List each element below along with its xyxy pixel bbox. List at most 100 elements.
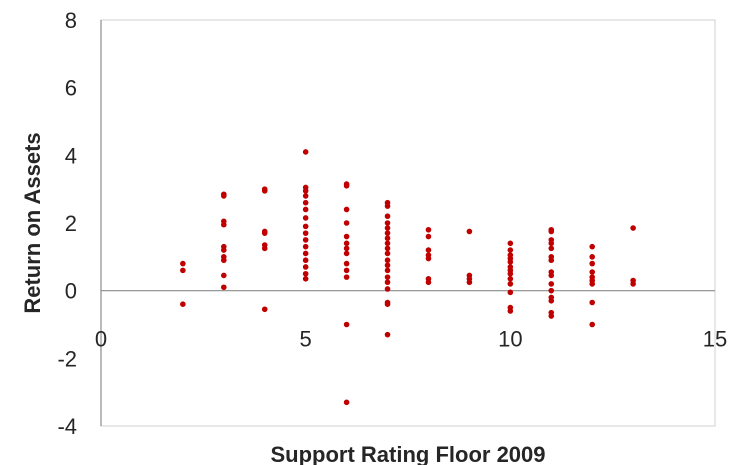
data-point <box>302 188 309 194</box>
data-point <box>261 245 268 252</box>
data-point <box>302 257 309 264</box>
data-point <box>343 245 350 252</box>
data-point <box>466 228 473 235</box>
data-point <box>548 240 555 247</box>
data-point <box>343 260 350 267</box>
data-point <box>548 287 555 294</box>
data-point <box>384 274 391 280</box>
data-point <box>302 206 309 213</box>
data-point <box>384 279 391 286</box>
data-point <box>302 215 309 221</box>
data-point <box>343 220 350 226</box>
data-point <box>548 245 555 252</box>
y-tick-label: 0 <box>65 279 77 304</box>
data-point <box>548 313 555 319</box>
data-point <box>302 193 309 199</box>
data-point <box>180 260 186 267</box>
data-point <box>507 281 514 287</box>
data-point <box>261 230 268 236</box>
data-point <box>221 257 227 264</box>
data-point <box>302 250 309 257</box>
data-point <box>589 260 595 267</box>
data-point <box>343 206 350 213</box>
data-point <box>507 259 514 265</box>
data-point <box>384 203 391 209</box>
data-point <box>384 331 391 338</box>
data-point <box>261 306 268 313</box>
y-tick-label: 4 <box>65 143 77 168</box>
x-tick-label: 0 <box>95 327 107 352</box>
data-point <box>302 230 309 236</box>
data-point <box>548 257 555 264</box>
y-tick-label: 2 <box>65 211 77 236</box>
data-point <box>384 286 391 292</box>
data-point <box>384 257 391 264</box>
x-axis-title: Support Rating Floor 2009 <box>270 442 545 465</box>
data-point <box>425 233 432 240</box>
data-point <box>589 321 595 328</box>
data-point <box>221 193 227 199</box>
data-point <box>384 250 391 257</box>
data-point <box>507 270 514 277</box>
data-point <box>507 276 514 282</box>
data-point <box>589 243 595 250</box>
data-point <box>425 279 432 286</box>
data-point <box>221 247 227 253</box>
data-point <box>384 240 391 247</box>
data-point <box>384 213 391 220</box>
data-point <box>507 308 514 314</box>
data-point <box>180 267 186 274</box>
data-point <box>384 301 391 308</box>
data-point <box>261 188 268 194</box>
data-point <box>548 228 555 235</box>
x-tick-label: 5 <box>300 327 312 352</box>
data-point <box>302 223 309 230</box>
data-point <box>302 199 309 206</box>
data-point <box>343 233 350 240</box>
data-point <box>343 182 350 189</box>
data-point <box>466 279 473 286</box>
data-point <box>384 235 391 242</box>
data-point <box>384 245 391 252</box>
data-point <box>180 301 186 308</box>
data-point <box>343 399 350 406</box>
y-axis-title: Return on Assets <box>20 132 45 313</box>
y-tick-label: 8 <box>65 8 77 33</box>
data-point <box>548 298 555 304</box>
data-point <box>343 267 350 274</box>
data-point <box>589 281 595 287</box>
data-point <box>343 274 350 280</box>
data-point <box>343 250 350 257</box>
data-point <box>384 220 391 226</box>
data-point <box>302 264 309 270</box>
data-point <box>589 269 595 275</box>
x-tick-label: 10 <box>498 327 522 352</box>
x-tick-label: 15 <box>703 327 727 352</box>
data-point <box>302 243 309 250</box>
data-point <box>507 240 514 247</box>
data-point <box>221 272 227 279</box>
data-point <box>221 221 227 228</box>
y-tick-label: -2 <box>57 346 77 371</box>
data-point <box>384 230 391 236</box>
data-point <box>302 237 309 243</box>
y-tick-label: -4 <box>57 414 77 439</box>
y-tick-label: 6 <box>65 76 77 101</box>
data-point <box>384 225 391 231</box>
data-point <box>302 149 309 155</box>
data-point <box>630 225 636 231</box>
data-point <box>630 281 636 287</box>
data-point <box>425 247 432 253</box>
data-point <box>548 281 555 287</box>
data-point <box>343 240 350 247</box>
data-point <box>589 299 595 306</box>
data-point <box>221 284 227 291</box>
data-point <box>507 289 514 296</box>
data-point <box>384 267 391 274</box>
data-point <box>343 321 350 328</box>
data-point <box>589 254 595 260</box>
data-point <box>302 270 309 277</box>
data-point <box>425 226 432 233</box>
data-point <box>384 262 391 269</box>
